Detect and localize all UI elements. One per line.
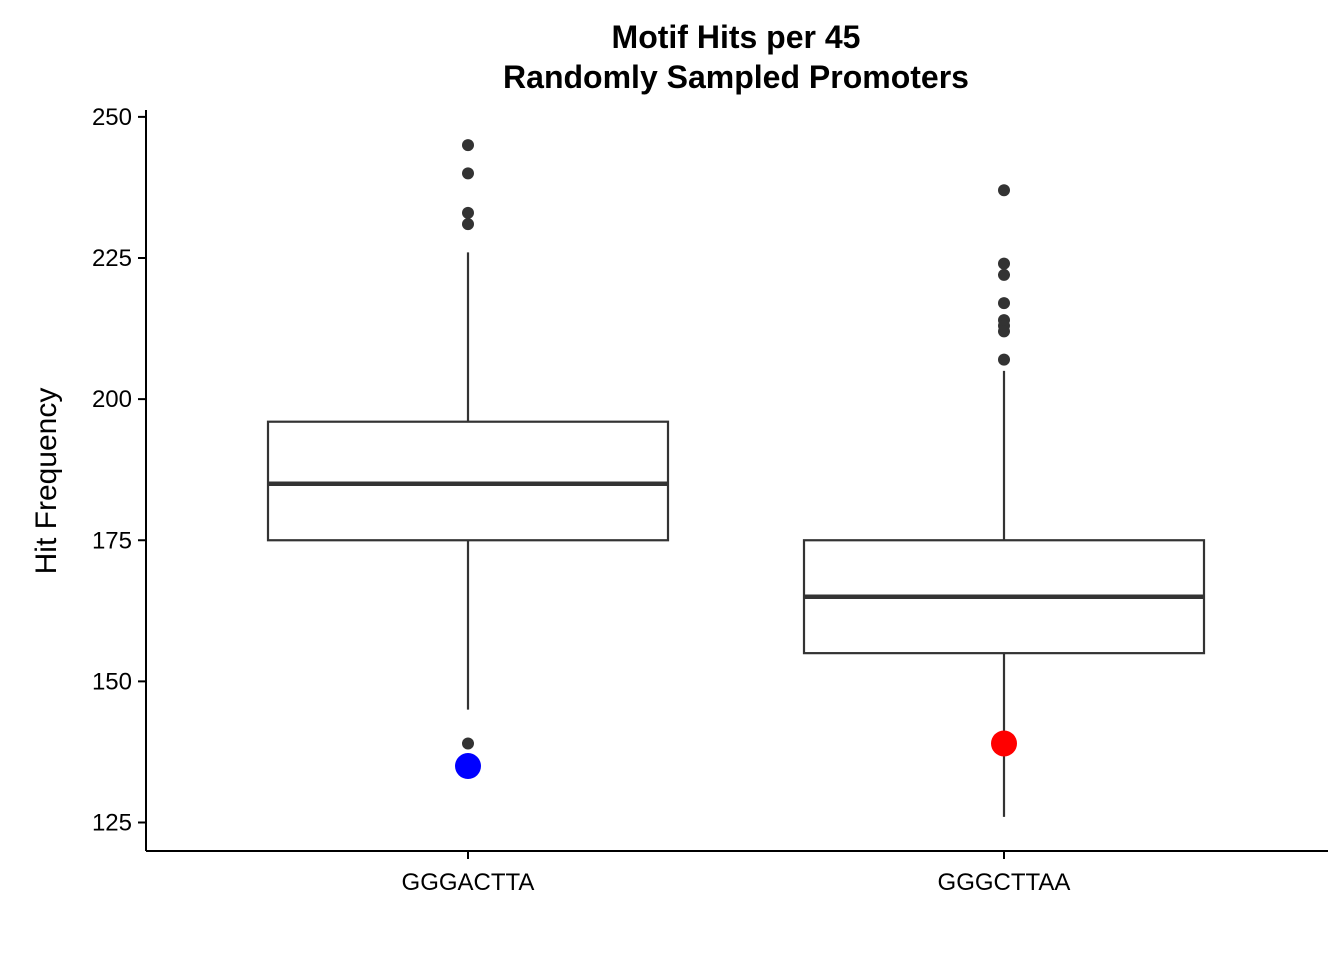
outlier-point bbox=[998, 268, 1010, 281]
box-group-GGGACTTA bbox=[266, 139, 670, 780]
highlight-point bbox=[991, 730, 1017, 757]
x-tick-label: GGGACTTA bbox=[402, 869, 535, 896]
chart-title-line-2: Randomly Sampled Promoters bbox=[503, 59, 969, 95]
iqr-box bbox=[266, 420, 670, 542]
outlier-point bbox=[462, 139, 474, 152]
y-tick-label: 250 bbox=[92, 104, 132, 131]
outlier-point bbox=[998, 353, 1010, 366]
outlier-point bbox=[462, 737, 474, 750]
y-axis-title: Hit Frequency bbox=[30, 388, 63, 575]
outlier-point bbox=[998, 257, 1010, 270]
y-axis-ticks: 125 150 175 200 225 250 bbox=[92, 104, 146, 837]
y-tick-label: 225 bbox=[92, 245, 132, 272]
x-axis-ticks: GGGACTTA GGGCTTAA bbox=[402, 851, 1071, 896]
box-group-GGGCTTAA bbox=[802, 184, 1206, 817]
y-tick-label: 175 bbox=[92, 527, 132, 554]
outlier-point bbox=[998, 297, 1010, 310]
y-tick-label: 125 bbox=[92, 810, 132, 837]
y-tick-label: 150 bbox=[92, 668, 132, 695]
outlier-point bbox=[462, 167, 474, 180]
plot-area bbox=[266, 139, 1206, 817]
highlight-point bbox=[455, 753, 481, 780]
x-tick-label: GGGCTTAA bbox=[938, 869, 1071, 896]
y-tick-label: 200 bbox=[92, 386, 132, 413]
outlier-point bbox=[998, 325, 1010, 338]
outlier-point bbox=[462, 206, 474, 219]
outlier-point bbox=[998, 184, 1010, 197]
outlier-point bbox=[462, 218, 474, 231]
chart-title-line-1: Motif Hits per 45 bbox=[612, 19, 861, 55]
